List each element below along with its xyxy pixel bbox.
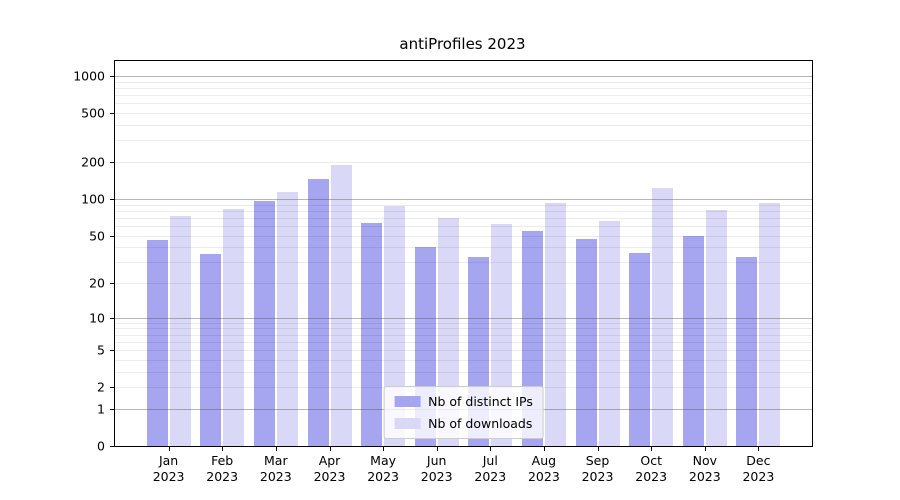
- x-tick-label: Feb 2023: [206, 453, 239, 484]
- bar-downloads-nov: [705, 210, 727, 446]
- y-tick-label: 2: [97, 379, 105, 395]
- x-tick-label: Jul 2023: [474, 453, 507, 484]
- bar-ips-jan: [146, 239, 168, 446]
- bar-ips-apr: [307, 178, 329, 446]
- gridline-minor: [115, 88, 812, 89]
- x-tick-mark: [758, 447, 760, 451]
- gridline-major: [115, 76, 812, 78]
- x-tick-label: Sep 2023: [581, 453, 614, 484]
- gridline-major: [115, 198, 812, 200]
- legend-item-downloads: Nb of downloads: [394, 416, 533, 431]
- y-tick-label: 500: [81, 105, 105, 121]
- gridline-minor: [115, 140, 812, 142]
- bar-downloads-oct: [652, 188, 674, 446]
- legend: Nb of distinct IPs Nb of downloads: [383, 386, 544, 439]
- x-tick-mark: [704, 447, 706, 451]
- bar-downloads-may: [384, 205, 406, 446]
- x-tick-label: May 2023: [367, 453, 399, 484]
- y-tick-mark: [110, 317, 114, 319]
- y-tick-mark: [110, 198, 114, 200]
- y-tick-label: 10: [89, 310, 105, 326]
- y-tick-mark: [110, 113, 114, 115]
- legend-swatch-distinct-ips: [394, 396, 421, 407]
- x-tick-mark: [275, 447, 277, 451]
- y-tick-label: 1000: [73, 68, 105, 84]
- bar-downloads-dec: [759, 203, 781, 446]
- bar-downloads-feb: [223, 208, 245, 446]
- gridline-minor: [115, 204, 812, 206]
- bar-ips-dec: [736, 257, 758, 446]
- legend-label-downloads: Nb of downloads: [428, 416, 533, 431]
- chart-title: antiProfiles 2023: [399, 35, 526, 53]
- bar-downloads-jan: [169, 216, 191, 446]
- legend-item-distinct-ips: Nb of distinct IPs: [394, 394, 533, 409]
- y-tick-mark: [110, 446, 114, 447]
- bar-ips-sep: [575, 238, 597, 446]
- y-tick-label: 5: [97, 342, 105, 358]
- y-tick-mark: [110, 76, 114, 78]
- x-tick-mark: [168, 447, 170, 451]
- bar-ips-oct: [629, 252, 651, 446]
- gridline-minor: [115, 95, 812, 97]
- gridline-minor: [115, 103, 812, 105]
- x-tick-mark: [543, 447, 545, 451]
- x-tick-mark: [490, 447, 492, 451]
- gridline-minor: [115, 162, 812, 163]
- x-tick-label: Jan 2023: [152, 453, 185, 484]
- bar-downloads-mar: [276, 192, 298, 446]
- y-tick-mark: [110, 162, 114, 163]
- x-tick-label: Aug 2023: [527, 453, 560, 484]
- gridline-minor: [115, 81, 812, 83]
- gridline-minor: [115, 113, 812, 115]
- bar-ips-nov: [682, 235, 704, 446]
- x-tick-label: Jun 2023: [420, 453, 453, 484]
- y-tick-label: 200: [81, 154, 105, 170]
- x-tick-label: Mar 2023: [259, 453, 292, 484]
- x-tick-label: Oct 2023: [635, 453, 668, 484]
- x-tick-mark: [383, 447, 385, 451]
- gridline-minor: [115, 125, 812, 126]
- x-tick-mark: [329, 447, 331, 451]
- plot-area: Nb of distinct IPs Nb of downloads 1000 5…: [73, 60, 813, 484]
- bar-ips-mar: [253, 200, 275, 446]
- x-tick-mark: [597, 447, 599, 451]
- y-tick-label: 0: [97, 438, 105, 454]
- bar-downloads-apr: [330, 165, 352, 446]
- y-tick-mark: [110, 408, 114, 410]
- y-tick-label: 100: [81, 191, 105, 207]
- bar-downloads-sep: [598, 220, 620, 446]
- x-tick-mark: [436, 447, 438, 451]
- x-tick-mark: [651, 447, 653, 451]
- legend-label-distinct-ips: Nb of distinct IPs: [428, 394, 533, 409]
- y-tick-mark: [110, 350, 114, 352]
- y-tick-mark: [110, 387, 114, 389]
- bar-downloads-aug: [544, 203, 566, 446]
- bar-ips-feb: [200, 254, 222, 446]
- y-tick-label: 1: [97, 401, 105, 417]
- y-tick-mark: [110, 235, 114, 237]
- y-tick-mark: [110, 283, 114, 284]
- x-tick-mark: [222, 447, 224, 451]
- x-tick-label: Nov 2023: [688, 453, 721, 484]
- y-tick-label: 50: [89, 228, 105, 243]
- bar-ips-may: [361, 223, 383, 446]
- x-tick-label: Dec 2023: [742, 453, 775, 484]
- x-tick-label: Apr 2023: [313, 453, 346, 484]
- legend-swatch-downloads: [394, 418, 421, 429]
- y-tick-label: 20: [89, 275, 105, 291]
